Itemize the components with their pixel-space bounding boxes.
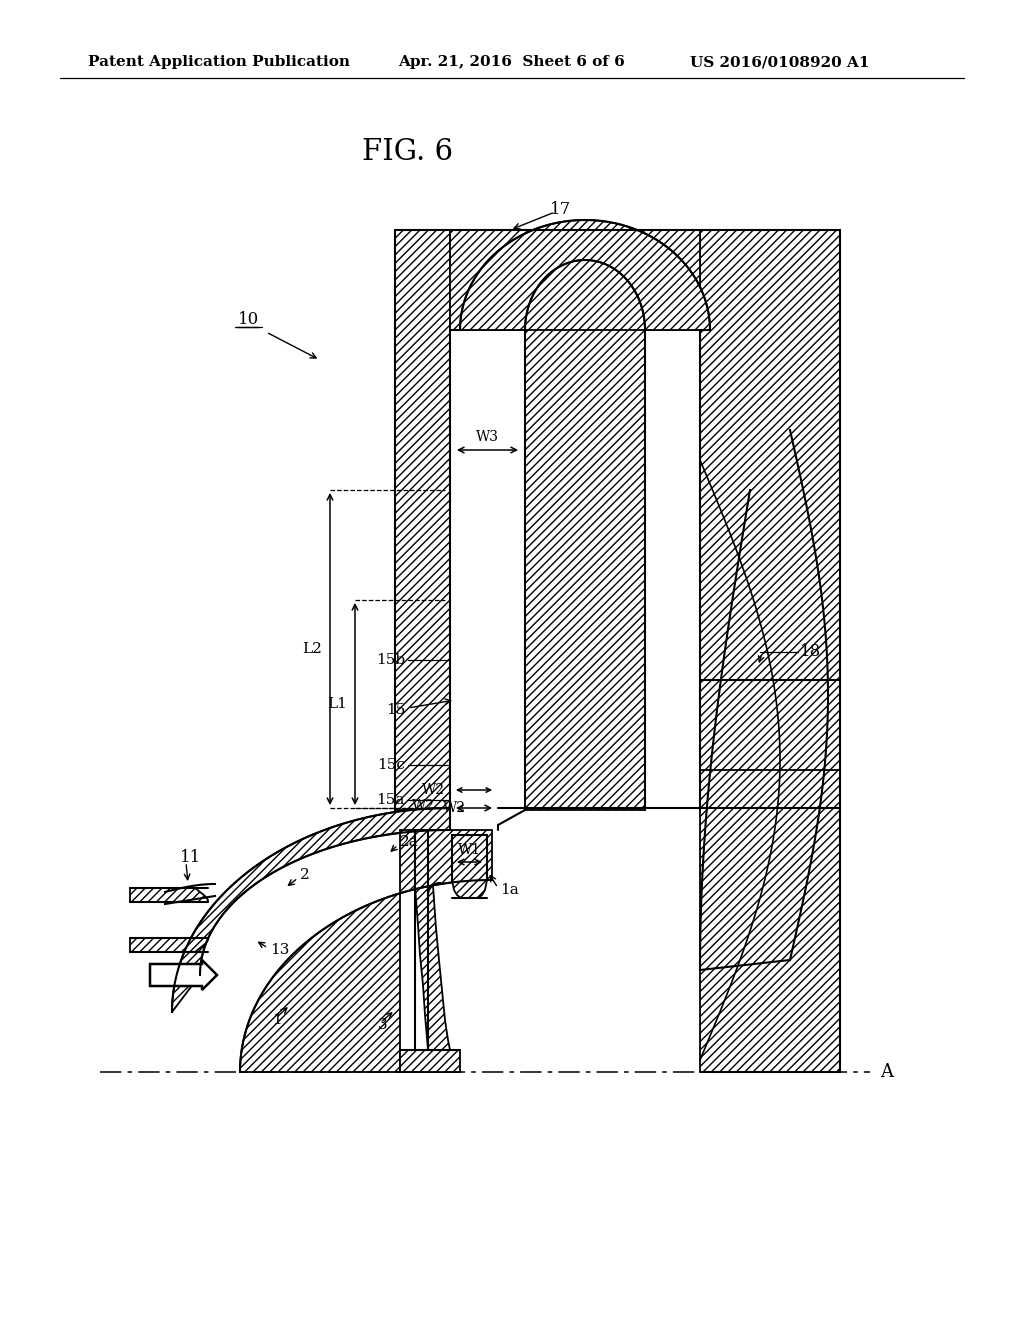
- Text: 15b: 15b: [376, 653, 406, 667]
- Text: W2: W2: [422, 783, 445, 797]
- Text: L2: L2: [302, 642, 322, 656]
- Polygon shape: [700, 770, 840, 1072]
- Polygon shape: [396, 1049, 460, 1072]
- Text: 1a: 1a: [500, 883, 519, 898]
- Polygon shape: [240, 830, 492, 1072]
- Text: 2: 2: [300, 869, 309, 882]
- Text: W3: W3: [476, 430, 499, 444]
- Text: 11: 11: [180, 850, 202, 866]
- Text: 10: 10: [238, 312, 259, 329]
- Text: Apr. 21, 2016  Sheet 6 of 6: Apr. 21, 2016 Sheet 6 of 6: [398, 55, 625, 69]
- Text: 17: 17: [550, 202, 571, 219]
- Text: 15a: 15a: [377, 793, 406, 807]
- Text: 3: 3: [378, 1018, 388, 1032]
- Text: 18: 18: [800, 644, 821, 660]
- Polygon shape: [130, 888, 208, 902]
- Polygon shape: [400, 830, 450, 1072]
- Text: W2: W2: [443, 801, 466, 814]
- Text: 1: 1: [272, 1012, 282, 1027]
- Text: W1: W1: [458, 843, 481, 857]
- Text: 2a: 2a: [400, 836, 419, 849]
- Polygon shape: [395, 230, 450, 810]
- Polygon shape: [452, 836, 487, 898]
- Text: 13: 13: [270, 942, 290, 957]
- Text: A: A: [880, 1063, 893, 1081]
- Text: FIG. 6: FIG. 6: [362, 139, 454, 166]
- Polygon shape: [700, 230, 840, 810]
- Text: US 2016/0108920 A1: US 2016/0108920 A1: [690, 55, 869, 69]
- Text: L1: L1: [327, 697, 347, 711]
- Polygon shape: [525, 230, 645, 810]
- Polygon shape: [460, 220, 710, 330]
- FancyArrow shape: [150, 960, 217, 990]
- Text: Patent Application Publication: Patent Application Publication: [88, 55, 350, 69]
- Polygon shape: [450, 230, 700, 330]
- Text: W2: W2: [412, 799, 435, 813]
- Polygon shape: [172, 808, 450, 1012]
- Polygon shape: [130, 939, 208, 952]
- Text: 15c: 15c: [377, 758, 406, 772]
- Text: 15: 15: [386, 704, 406, 717]
